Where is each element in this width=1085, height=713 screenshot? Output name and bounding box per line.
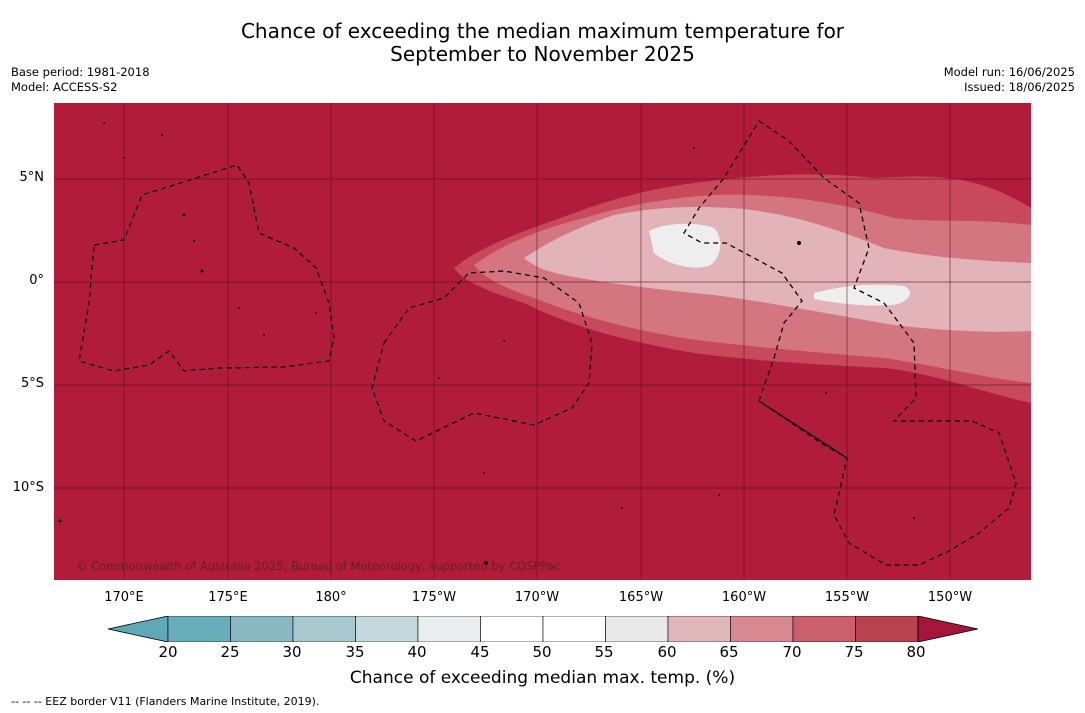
lat-label-10s: 10°S: [12, 480, 44, 495]
colorbar-extend-low: [107, 615, 169, 643]
colorbar-segment: [167, 615, 231, 643]
island-dots: [58, 122, 915, 565]
colorbar-tick-60: 60: [657, 643, 677, 661]
lon-label-175w: 175°W: [411, 590, 457, 605]
colorbar-tick-25: 25: [220, 643, 240, 661]
lat-label-5s: 5°S: [20, 376, 44, 391]
model-run: Model run: 16/06/2025: [943, 65, 1075, 79]
title-line-1: Chance of exceeding the median maximum t…: [240, 19, 845, 43]
colorbar-segment: [292, 615, 356, 643]
lon-label-180: 180°: [315, 590, 347, 605]
colorbar-tick-30: 30: [282, 643, 302, 661]
lon-label-155w: 155°W: [824, 590, 870, 605]
colorbar-segment: [355, 615, 419, 643]
colorbar-tick-35: 35: [345, 643, 365, 661]
meta-left: Base period: 1981-2018 Model: ACCESS-S2: [11, 65, 150, 95]
map-area: [54, 103, 1031, 580]
colorbar-segment: [542, 615, 606, 643]
eez-tokelau: [371, 270, 593, 442]
colorbar-segment: [480, 615, 544, 643]
colorbar-segment: [792, 615, 856, 643]
anomaly-band-60-west: [649, 223, 721, 268]
colorbar-tick-50: 50: [532, 643, 552, 661]
colorbar-tick-55: 55: [594, 643, 614, 661]
eez-kiribati-gilbert: [78, 164, 335, 372]
colorbar-tick-45: 45: [470, 643, 490, 661]
lon-label-150w: 150°W: [927, 590, 973, 605]
colorbar-title: Chance of exceeding median max. temp. (%…: [349, 668, 736, 688]
colorbar-svg: [107, 615, 979, 643]
colorbar-tick-65: 65: [719, 643, 739, 661]
eez-solid-segment: [758, 400, 848, 459]
colorbar-tick-75: 75: [844, 643, 864, 661]
colorbar-tick-40: 40: [407, 643, 427, 661]
colorbar-segment: [605, 615, 669, 643]
colorbar-segment: [667, 615, 731, 643]
map-title: Chance of exceeding the median maximum t…: [0, 20, 1085, 66]
colorbar: [107, 615, 979, 643]
anomaly-band-60-east: [814, 284, 911, 306]
colorbar-segment: [417, 615, 481, 643]
colorbar-segment: [855, 615, 919, 643]
lon-label-170e: 170°E: [104, 590, 144, 605]
eez-line-islands: [683, 120, 1017, 566]
map-svg: [54, 103, 1031, 580]
meta-right: Model run: 16/06/2025 Issued: 18/06/2025: [944, 65, 1075, 95]
eez-borders: [78, 120, 1017, 566]
lon-label-170w: 170°W: [514, 590, 560, 605]
colorbar-segment: [230, 615, 294, 643]
lon-label-165w: 165°W: [618, 590, 664, 605]
lon-label-175e: 175°E: [208, 590, 248, 605]
model-name: Model: ACCESS-S2: [11, 80, 118, 94]
colorbar-tick-20: 20: [158, 643, 178, 661]
lat-label-0: 0°: [29, 273, 44, 288]
issued-date: Issued: 18/06/2025: [964, 80, 1075, 94]
base-period: Base period: 1981-2018: [11, 65, 150, 79]
colorbar-segment: [730, 615, 794, 643]
graticule: [54, 103, 1031, 580]
lon-label-160w: 160°W: [721, 590, 767, 605]
eez-footnote: -- -- -- EEZ border V11 (Flanders Marine…: [11, 695, 320, 708]
copyright-notice: © Commonwealth of Australia 2025, Bureau…: [76, 559, 561, 573]
colorbar-tick-70: 70: [782, 643, 802, 661]
colorbar-tick-80: 80: [906, 643, 926, 661]
lat-label-5n: 5°N: [19, 170, 45, 185]
colorbar-extend-high: [917, 615, 979, 643]
title-line-2: September to November 2025: [390, 42, 695, 66]
